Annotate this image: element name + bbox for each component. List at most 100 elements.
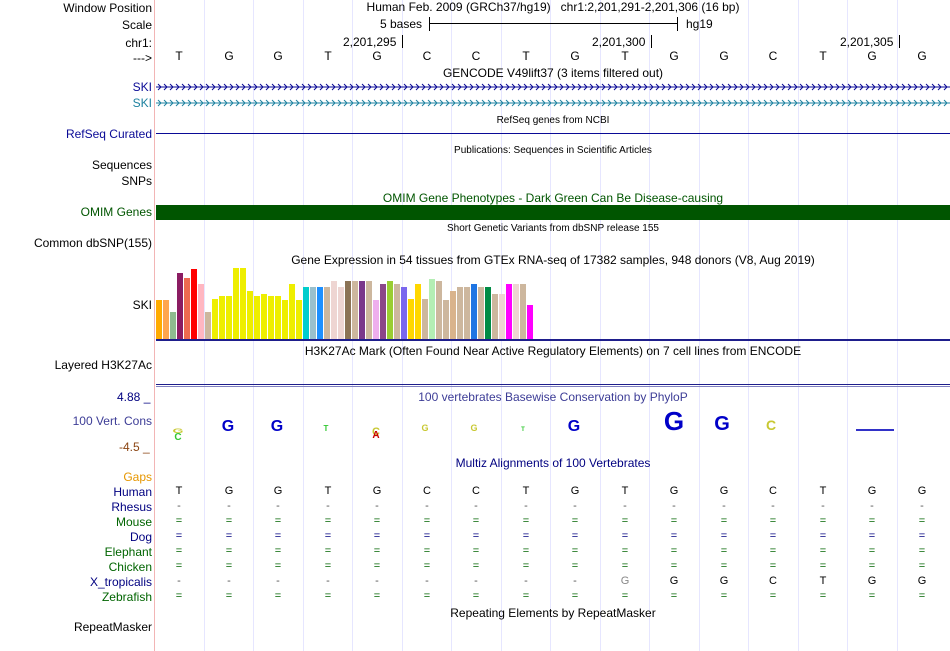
gtex-gene-label[interactable]: SKI (132, 298, 152, 312)
gtex-tissue-bar[interactable] (184, 278, 190, 339)
gtex-tissue-bar[interactable] (527, 305, 533, 339)
dbsnp-label[interactable]: Common dbSNP(155) (33, 236, 152, 250)
gtex-bar-chart[interactable] (156, 268, 536, 339)
gtex-tissue-bar[interactable] (254, 296, 260, 339)
omim-track-title[interactable]: OMIM Gene Phenotypes - Dark Green Can Be… (382, 191, 724, 205)
gtex-tissue-bar[interactable] (233, 268, 239, 339)
alignment-base: = (225, 530, 233, 542)
gtex-tissue-bar[interactable] (198, 284, 204, 339)
strand-chevron (859, 83, 864, 91)
species-label[interactable]: Chicken (108, 560, 152, 574)
gtex-track-title[interactable]: Gene Expression in 54 tissues from GTEx … (291, 253, 815, 267)
gtex-tissue-bar[interactable] (394, 284, 400, 339)
gtex-tissue-bar[interactable] (436, 281, 442, 339)
gtex-tissue-bar[interactable] (212, 299, 218, 339)
gtex-tissue-bar[interactable] (443, 300, 449, 339)
gtex-tissue-bar[interactable] (324, 287, 330, 339)
species-label[interactable]: Zebrafish (101, 590, 152, 604)
gtex-tissue-bar[interactable] (464, 287, 470, 339)
gtex-tissue-bar[interactable] (261, 294, 267, 339)
species-label[interactable]: Rhesus (111, 500, 152, 514)
gtex-tissue-bar[interactable] (275, 296, 281, 339)
omim-feature-bar[interactable] (156, 205, 950, 220)
strand-chevron (205, 83, 210, 91)
gtex-tissue-bar[interactable] (401, 287, 407, 339)
gtex-tissue-bar[interactable] (156, 300, 162, 339)
alignment-base: G (719, 485, 729, 497)
gencode-gene-lines[interactable] (156, 80, 950, 110)
gtex-tissue-bar[interactable] (422, 299, 428, 339)
species-label[interactable]: Dog (129, 530, 152, 544)
gencode-item-ski-alt[interactable]: SKI (132, 96, 152, 110)
gtex-tissue-bar[interactable] (471, 284, 477, 339)
gtex-tissue-bar[interactable] (478, 287, 484, 339)
gtex-tissue-bar[interactable] (450, 291, 456, 339)
gtex-tissue-bar[interactable] (219, 296, 225, 339)
refseq-label[interactable]: RefSeq Curated (65, 127, 152, 141)
gtex-tissue-bar[interactable] (289, 284, 295, 339)
snps-label[interactable]: SNPs (121, 174, 152, 188)
h3k27-track-title[interactable]: H3K27Ac Mark (Often Found Near Active Re… (304, 344, 802, 358)
gtex-tissue-bar[interactable] (380, 284, 386, 339)
h3k27-label[interactable]: Layered H3K27Ac (54, 358, 152, 372)
refseq-gene-line[interactable] (156, 133, 950, 134)
gtex-tissue-bar[interactable] (226, 296, 232, 339)
base-guideline (847, 0, 848, 651)
repeatmasker-label[interactable]: RepeatMasker (73, 620, 152, 634)
gtex-tissue-bar[interactable] (205, 312, 211, 339)
gaps-label[interactable]: Gaps (123, 470, 152, 484)
gtex-tissue-bar[interactable] (240, 268, 246, 339)
gtex-tissue-bar[interactable] (282, 300, 288, 339)
species-label[interactable]: Elephant (104, 545, 152, 559)
conservation-label[interactable]: 100 Vert. Cons (72, 414, 152, 428)
gtex-tissue-bar[interactable] (338, 287, 344, 339)
gtex-tissue-bar[interactable] (352, 281, 358, 339)
gencode-track-title[interactable]: GENCODE V49lift37 (3 items filtered out) (442, 66, 664, 80)
gtex-tissue-bar[interactable] (177, 273, 183, 339)
alignment-base: = (769, 560, 777, 572)
gtex-tissue-bar[interactable] (247, 291, 253, 339)
strand-chevron (655, 83, 660, 91)
dbsnp-track-title[interactable]: Short Genetic Variants from dbSNP releas… (447, 223, 659, 234)
gtex-tissue-bar[interactable] (366, 281, 372, 339)
multiz-track-title[interactable]: Multiz Alignments of 100 Vertebrates (455, 456, 651, 470)
gtex-tissue-bar[interactable] (415, 284, 421, 339)
alignment-base: = (324, 530, 332, 542)
gtex-tissue-bar[interactable] (408, 299, 414, 339)
conservation-track-title[interactable]: 100 vertebrates Basewise Conservation by… (418, 390, 688, 404)
gtex-tissue-bar[interactable] (506, 284, 512, 339)
gtex-tissue-bar[interactable] (191, 269, 197, 339)
alignment-base: = (423, 545, 431, 557)
gtex-tissue-bar[interactable] (163, 300, 169, 339)
gtex-tissue-bar[interactable] (429, 279, 435, 339)
gtex-tissue-bar[interactable] (345, 281, 351, 339)
gtex-tissue-bar[interactable] (310, 287, 316, 339)
gtex-tissue-bar[interactable] (303, 287, 309, 339)
species-label[interactable]: Mouse (115, 515, 152, 529)
gtex-tissue-bar[interactable] (387, 281, 393, 339)
gtex-tissue-bar[interactable] (513, 284, 519, 339)
omim-label[interactable]: OMIM Genes (80, 205, 152, 219)
repeatmasker-track-title[interactable]: Repeating Elements by RepeatMasker (450, 606, 656, 620)
alignment-base: = (175, 590, 183, 602)
gencode-item-ski[interactable]: SKI (132, 80, 152, 94)
gtex-tissue-bar[interactable] (359, 281, 365, 339)
species-label[interactable]: X_tropicalis (89, 575, 152, 589)
gtex-tissue-bar[interactable] (499, 294, 505, 339)
gtex-tissue-bar[interactable] (457, 287, 463, 339)
gtex-tissue-bar[interactable] (317, 287, 323, 339)
alignment-base: = (670, 590, 678, 602)
gtex-tissue-bar[interactable] (331, 281, 337, 339)
gtex-tissue-bar[interactable] (492, 294, 498, 339)
publications-track-title[interactable]: Publications: Sequences in Scientific Ar… (454, 145, 652, 156)
gtex-tissue-bar[interactable] (268, 296, 274, 339)
gtex-tissue-bar[interactable] (485, 287, 491, 339)
gtex-tissue-bar[interactable] (520, 284, 526, 339)
gtex-tissue-bar[interactable] (170, 312, 176, 339)
gtex-tissue-bar[interactable] (373, 300, 379, 339)
conservation-logo[interactable]: G C G G T C A G G T G G G C (156, 404, 950, 444)
refseq-track-title[interactable]: RefSeq genes from NCBI (496, 115, 610, 126)
species-label[interactable]: Human (113, 485, 152, 499)
sequences-label[interactable]: Sequences (91, 158, 152, 172)
gtex-tissue-bar[interactable] (296, 300, 302, 339)
